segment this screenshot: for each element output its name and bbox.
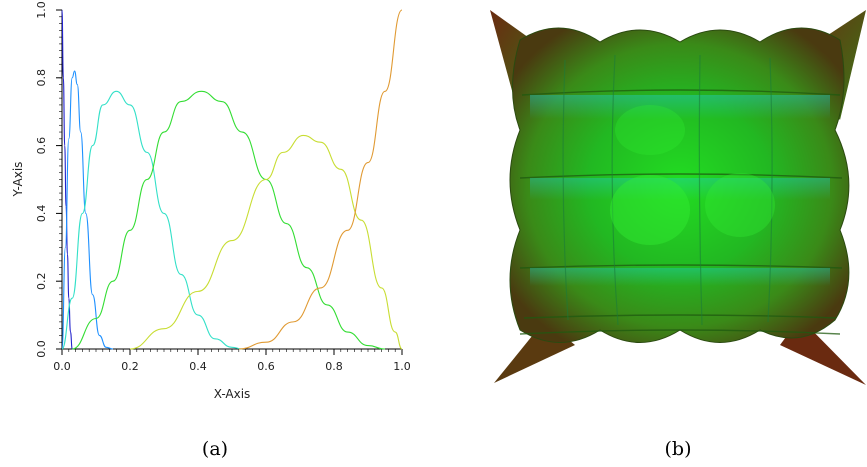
surface-ridges bbox=[519, 89, 843, 335]
surface-folds bbox=[562, 54, 773, 326]
y-tick-label: 0.4 bbox=[35, 205, 48, 223]
x-tick-label: 0.4 bbox=[189, 360, 207, 373]
y-tick-label: 0.6 bbox=[35, 137, 48, 155]
y-tick-label: 0.8 bbox=[35, 69, 48, 87]
caption-right: (b) bbox=[664, 438, 692, 460]
surface-render bbox=[490, 10, 866, 385]
line-chart: 0.0 0.2 0.4 0.6 0.8 1.0 0.0 0.2 0.4 0.6 0.8 1.0 X-… bbox=[11, 1, 411, 401]
x-tick-label: 0.6 bbox=[257, 360, 275, 373]
y-axis-label: Y-Axis bbox=[11, 162, 25, 198]
x-axis-ticks: 0.0 0.2 0.4 0.6 0.8 1.0 bbox=[53, 349, 411, 373]
series-line-6 bbox=[238, 9, 403, 350]
x-tick-label: 0.0 bbox=[53, 360, 71, 373]
x-tick-label: 0.8 bbox=[325, 360, 343, 373]
y-tick-label: 0.2 bbox=[35, 272, 48, 290]
chart-axes bbox=[59, 9, 403, 352]
series-line-5 bbox=[129, 134, 403, 350]
caption-left: (a) bbox=[201, 438, 229, 460]
x-tick-label: 1.0 bbox=[393, 360, 411, 373]
series-line-3 bbox=[61, 90, 243, 350]
series-line-4 bbox=[72, 90, 386, 350]
y-axis-ticks: 0.0 0.2 0.4 0.6 0.8 1.0 bbox=[35, 1, 62, 358]
y-tick-label: 0.0 bbox=[35, 340, 48, 358]
surface-bright-spots bbox=[610, 105, 775, 245]
y-tick-label: 1.0 bbox=[35, 1, 48, 19]
surface-highlights bbox=[530, 95, 830, 286]
x-axis-label: X-Axis bbox=[214, 387, 251, 401]
x-tick-label: 0.2 bbox=[121, 360, 139, 373]
chart-series bbox=[61, 9, 403, 350]
series-line-2 bbox=[61, 70, 114, 350]
